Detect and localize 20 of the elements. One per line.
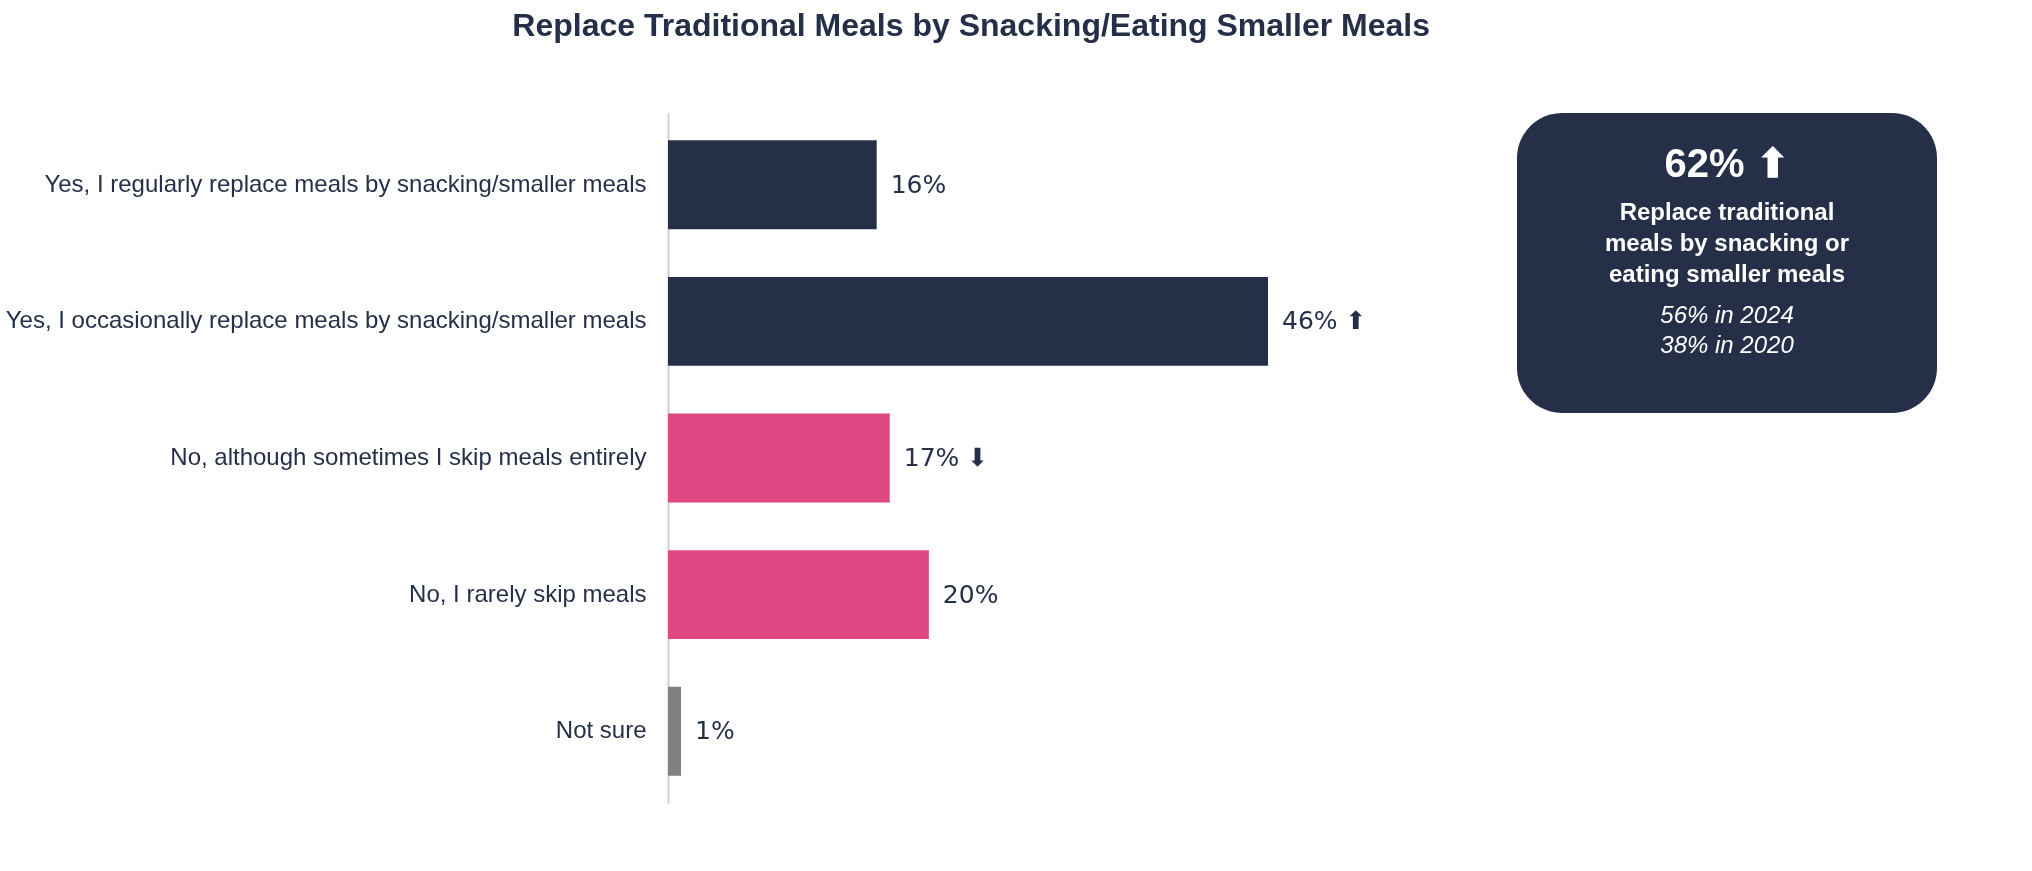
text: 38% in 2020	[1660, 331, 1795, 358]
y-tick-label: No, I rarely skip meals	[409, 579, 647, 607]
bar	[668, 140, 877, 230]
data-label: 16%	[890, 169, 947, 199]
y-tick-label: Not sure	[555, 716, 647, 744]
data-label: 1%	[695, 716, 735, 746]
bar	[668, 550, 929, 640]
y-tick-label: Yes, I occasionally replace meals by snacking/smaller meals	[5, 306, 647, 334]
y-tick-label: No, although sometimes I skip meals entirely	[170, 443, 647, 470]
data-label: 46% ⬆	[1282, 306, 1367, 336]
y-tick-label: Yes, I regularly replace meals by snacking/smaller meals	[44, 169, 647, 197]
data-label: 20%	[942, 579, 999, 609]
bar	[668, 686, 682, 776]
data-label: 17% ⬇	[903, 443, 989, 472]
bar	[668, 276, 1268, 366]
text: 62% ⬆	[1664, 141, 1790, 185]
bar	[668, 413, 890, 503]
text: Replace traditional meals by snacking or eating smaller meals	[1604, 198, 1850, 287]
chart-title: Replace Traditional Meals by Snacking/Eating Smaller Meals	[512, 7, 1430, 43]
text: 56% in 2024	[1660, 301, 1794, 328]
